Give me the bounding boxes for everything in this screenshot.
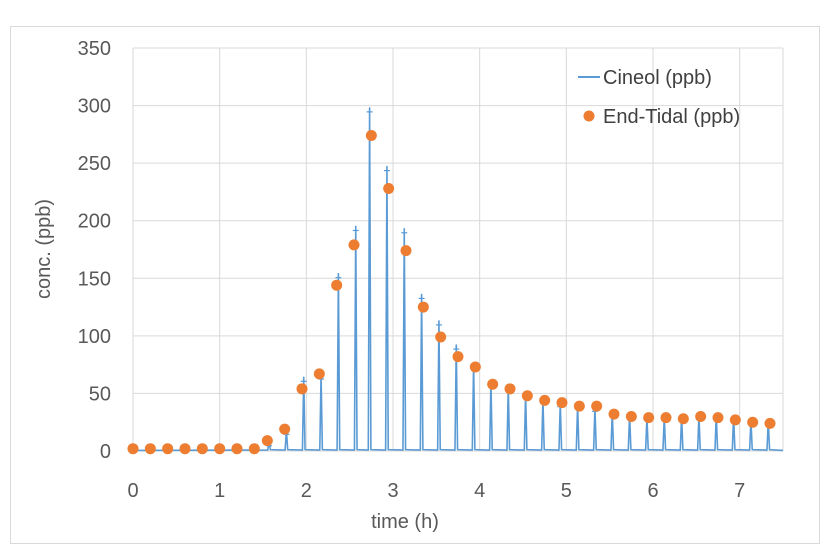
end-tidal-point — [608, 408, 620, 420]
x-tick-label: 2 — [301, 480, 312, 502]
y-tick-label: 350 — [78, 38, 111, 60]
end-tidal-point — [591, 400, 603, 412]
cineol-line — [132, 107, 784, 452]
y-tick-label: 0 — [100, 441, 111, 463]
end-tidal-point — [625, 410, 637, 422]
y-tick-label: 300 — [78, 96, 111, 118]
end-tidal-point — [279, 423, 291, 435]
grid-layer — [132, 47, 784, 452]
end-tidal-point — [435, 331, 447, 343]
x-tick-label: 7 — [734, 480, 745, 502]
y-tick-label: 200 — [78, 211, 111, 233]
end-tidal-point — [695, 410, 707, 422]
x-tick-label: 4 — [474, 480, 485, 502]
end-tidal-series — [127, 130, 776, 455]
end-tidal-point — [573, 400, 585, 412]
end-tidal-point — [643, 412, 655, 424]
y-tick-label: 50 — [89, 383, 111, 405]
x-tick-label: 6 — [647, 480, 658, 502]
end-tidal-point — [539, 394, 551, 406]
y-tick-label: 100 — [78, 326, 111, 348]
end-tidal-point — [162, 443, 174, 455]
end-tidal-point — [348, 239, 360, 251]
legend-end-tidal-marker — [583, 110, 595, 122]
end-tidal-point — [313, 368, 325, 380]
end-tidal-point — [556, 397, 568, 409]
end-tidal-point — [417, 301, 429, 313]
legend-end-tidal-label: End-Tidal (ppb) — [603, 106, 740, 128]
end-tidal-point — [469, 361, 481, 373]
legend: Cineol (ppb) End-Tidal (ppb) — [578, 67, 740, 128]
cineol-series — [132, 107, 784, 452]
chart-frame — [10, 26, 820, 544]
end-tidal-point — [214, 443, 226, 455]
end-tidal-point — [127, 443, 139, 455]
x-tick-label: 0 — [127, 480, 138, 502]
legend-cineol-label: Cineol (ppb) — [603, 67, 712, 89]
end-tidal-point — [660, 412, 672, 424]
end-tidal-point — [452, 351, 464, 363]
end-tidal-point — [365, 130, 377, 142]
end-tidal-point — [521, 390, 533, 402]
end-tidal-point — [764, 417, 776, 429]
end-tidal-point — [504, 383, 516, 395]
y-tick-label: 150 — [78, 268, 111, 290]
x-axis-title: time (h) — [371, 511, 439, 533]
end-tidal-point — [677, 413, 689, 425]
x-tick-label: 5 — [561, 480, 572, 502]
end-tidal-point — [729, 414, 741, 426]
end-tidal-point — [383, 182, 395, 194]
tick-labels: 0 50 100 150 200 250 300 350 0 1 2 3 4 5 6 7 — [78, 38, 746, 502]
end-tidal-point — [144, 443, 156, 455]
y-tick-label: 250 — [78, 153, 111, 175]
end-tidal-point — [296, 383, 308, 395]
end-tidal-point — [487, 378, 499, 390]
end-tidal-point — [179, 443, 191, 455]
end-tidal-point — [231, 443, 243, 455]
end-tidal-point — [196, 443, 208, 455]
x-tick-label: 3 — [387, 480, 398, 502]
end-tidal-point — [747, 416, 759, 428]
end-tidal-point — [400, 245, 412, 257]
end-tidal-point — [331, 279, 343, 291]
x-tick-label: 1 — [214, 480, 225, 502]
end-tidal-point — [261, 435, 273, 447]
end-tidal-point — [712, 412, 724, 424]
y-axis-title: conc. (ppb) — [33, 199, 55, 299]
end-tidal-point — [248, 443, 260, 455]
